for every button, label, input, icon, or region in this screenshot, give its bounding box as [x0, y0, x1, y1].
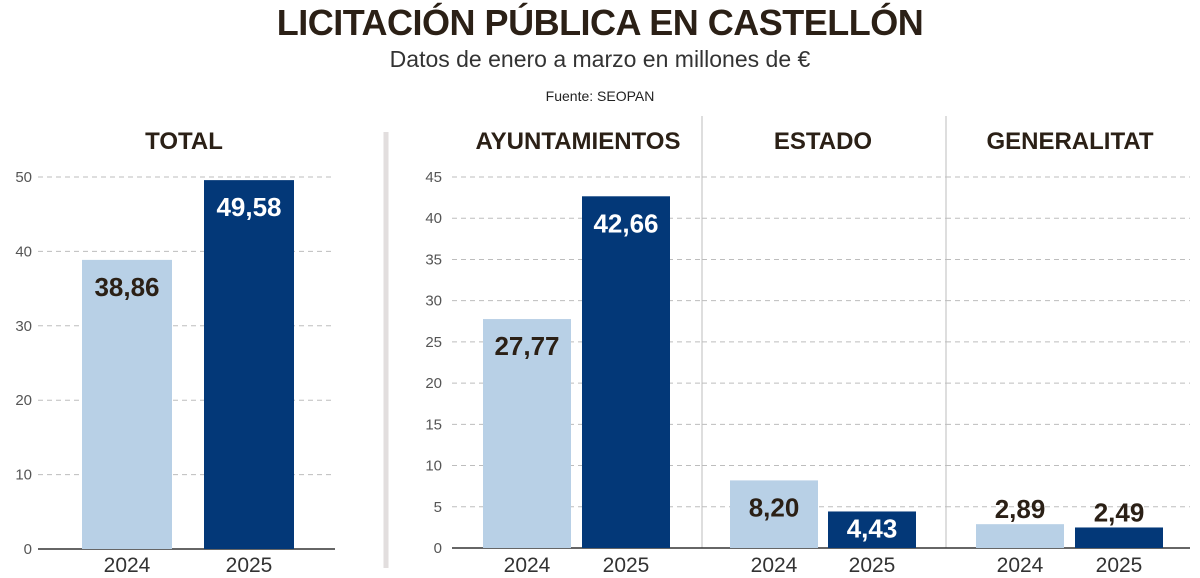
y-tick-label: 50: [15, 169, 32, 186]
bar-2024: [730, 480, 818, 548]
bar-2024: [82, 259, 172, 549]
x-tick-label: 2025: [226, 554, 273, 577]
data-label: 49,58: [216, 192, 281, 222]
bar-2025: [1075, 527, 1163, 548]
y-tick-label: 20: [425, 375, 442, 392]
data-label: 42,66: [593, 208, 658, 238]
y-tick-label: 40: [15, 243, 32, 260]
data-label: 2,89: [995, 494, 1046, 524]
y-tick-label: 15: [425, 416, 442, 433]
panel-title: AYUNTAMIENTOS: [476, 128, 681, 155]
bar-2024: [976, 524, 1064, 548]
bar-2025: [204, 180, 294, 549]
data-label: 2,49: [1094, 497, 1145, 527]
y-tick-label: 25: [425, 334, 442, 351]
data-label: 27,77: [494, 331, 559, 361]
chart-source: Fuente: SEOPAN: [545, 88, 655, 104]
x-tick-label: 2025: [603, 554, 650, 577]
bar-2025: [828, 511, 916, 548]
data-label: 4,43: [847, 513, 898, 543]
y-tick-label: 5: [434, 499, 442, 516]
x-tick-label: 2024: [997, 554, 1044, 577]
x-tick-label: 2024: [104, 554, 151, 577]
x-tick-label: 2024: [751, 554, 798, 577]
y-tick-label: 30: [15, 318, 32, 335]
y-tick-label: 10: [425, 458, 442, 475]
y-tick-label: 35: [425, 251, 442, 268]
x-tick-label: 2025: [849, 554, 896, 577]
chart-title: LICITACIÓN PÚBLICA EN CASTELLÓN: [276, 2, 924, 43]
data-label: 8,20: [749, 492, 800, 522]
y-tick-label: 10: [15, 467, 32, 484]
panel-title: GENERALITAT: [986, 128, 1153, 155]
bar-2025: [582, 196, 670, 549]
panel-title: TOTAL: [145, 128, 223, 155]
x-tick-label: 2025: [1096, 554, 1143, 577]
bar-2024: [483, 319, 571, 548]
chart-subtitle: Datos de enero a marzo en millones de €: [389, 46, 811, 72]
panel-title: ESTADO: [774, 128, 872, 155]
y-tick-label: 20: [15, 392, 32, 409]
x-tick-label: 2024: [504, 554, 551, 577]
y-tick-label: 30: [425, 293, 442, 310]
y-tick-label: 0: [24, 541, 32, 558]
y-tick-label: 45: [425, 169, 442, 186]
data-label: 38,86: [94, 272, 159, 302]
y-tick-label: 40: [425, 210, 442, 227]
y-tick-label: 0: [434, 540, 442, 557]
